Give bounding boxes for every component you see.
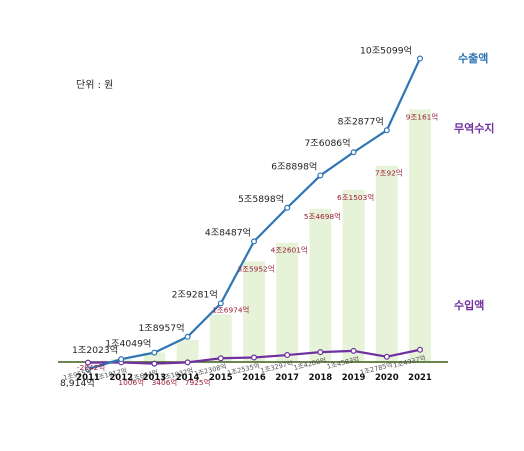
balance-value-2015: 1조6974억 xyxy=(212,305,249,314)
export-value-2019: 7조6086억 xyxy=(304,137,350,149)
import-point-2017 xyxy=(284,352,291,359)
balance-bar-2014 xyxy=(176,339,199,362)
balance-bar-2021 xyxy=(409,109,431,363)
balance-value-2016: 3조5952억 xyxy=(237,264,274,273)
balance-bars xyxy=(110,109,431,363)
x-tick-2015: 2015 xyxy=(209,373,233,383)
import-line-group xyxy=(84,346,424,367)
export-point-2015 xyxy=(217,300,224,307)
export-value-2013: 1조4049억 xyxy=(105,338,151,350)
x-tick-2013: 2013 xyxy=(143,373,167,383)
balance-bar-2019 xyxy=(342,189,365,362)
export-value-2012: 1조2023억 xyxy=(72,344,118,356)
x-tick-2014: 2014 xyxy=(176,373,200,383)
export-value-2015: 2조9281억 xyxy=(172,288,218,300)
export-value-2011: 8,914억 xyxy=(60,377,95,389)
balance-bar-2017 xyxy=(276,242,299,362)
unit-label: 단위 : 원 xyxy=(76,80,114,91)
x-tick-2018: 2018 xyxy=(309,373,333,383)
x-tick-2012: 2012 xyxy=(109,373,133,383)
export-point-2020 xyxy=(383,127,390,134)
export-line-group xyxy=(84,55,424,373)
import-point-2016 xyxy=(251,354,258,361)
balance-value-2019: 6조1503억 xyxy=(337,193,374,202)
legend-import: 수입액 xyxy=(454,299,484,312)
export-point-2019 xyxy=(350,149,357,156)
legend-balance: 무역수지 xyxy=(454,121,494,135)
export-value-2016: 4조8487억 xyxy=(205,226,251,238)
export-point-2012 xyxy=(118,356,125,363)
balance-bar-2013 xyxy=(143,352,166,362)
x-tick-2019: 2019 xyxy=(342,373,366,383)
balance-value-2014: 7925억 xyxy=(185,378,211,387)
x-tick-2020: 2020 xyxy=(375,373,399,383)
x-tick-2017: 2017 xyxy=(275,373,299,383)
export-value-2014: 1조8957억 xyxy=(138,322,184,334)
export-point-2014 xyxy=(184,333,191,340)
export-point-2011 xyxy=(84,366,91,373)
x-tick-2021: 2021 xyxy=(408,373,432,383)
export-point-2013 xyxy=(151,349,158,356)
import-point-2011 xyxy=(84,359,91,366)
import-point-2015 xyxy=(217,355,224,362)
export-point-2017 xyxy=(284,204,291,211)
balance-value-2011: -2042억 xyxy=(77,363,105,372)
balance-value-2017: 4조2601억 xyxy=(271,246,308,255)
export-point-2018 xyxy=(317,172,324,179)
balance-value-2013: 3406억 xyxy=(152,378,178,387)
legend-export: 수출액 xyxy=(458,51,488,65)
balance-value-2012: 1006억 xyxy=(118,378,144,387)
balance-value-2018: 5조4698억 xyxy=(304,212,341,221)
balance-bar-2016 xyxy=(243,261,265,362)
balance-bar-2018 xyxy=(309,208,332,362)
import-point-2020 xyxy=(383,353,390,360)
export-point-2021 xyxy=(417,55,424,62)
balance-value-2021: 9조161억 xyxy=(406,113,438,122)
balance-bar-2015 xyxy=(209,314,232,362)
balance-bar-2020 xyxy=(375,165,398,362)
balance-value-2020: 7조92억 xyxy=(375,169,403,178)
export-point-2016 xyxy=(251,238,258,245)
x-tick-labels: 2011 2012 2013 2014 2015 2016 2017 2018 2019 2020… xyxy=(76,373,432,383)
x-tick-2016: 2016 xyxy=(242,373,266,383)
x-tick-2011: 2011 xyxy=(76,373,100,383)
import-point-2013 xyxy=(151,360,158,367)
import-point-2014 xyxy=(184,359,191,366)
export-value-2017: 5조5898억 xyxy=(238,193,284,205)
export-value-2018: 6조8898억 xyxy=(271,160,317,172)
import-point-2021 xyxy=(417,346,424,353)
export-value-2020: 8조2877억 xyxy=(338,115,384,127)
import-point-2019 xyxy=(350,347,357,354)
import-point-2018 xyxy=(317,349,324,356)
export-value-2021: 10조5099억 xyxy=(360,45,412,57)
